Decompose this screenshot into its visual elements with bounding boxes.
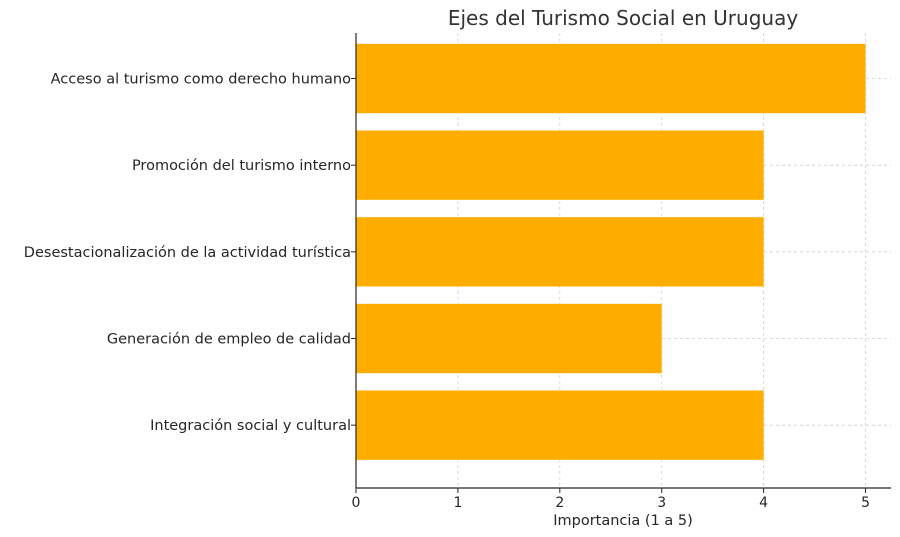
tick-labels: 0 1 2 3 4 5 Acceso al turismo como derecho hum… [24,72,870,512]
category-label: Desestacionalización de la actividad tur… [24,245,351,261]
bar [356,130,764,200]
category-label: Promoción del turismo interno [132,158,351,174]
axes [351,33,891,493]
category-label: Acceso al turismo como derecho humano [51,72,351,88]
x-tick-label: 2 [555,495,564,511]
bar [356,43,866,114]
category-label: Generación de empleo de calidad [107,332,351,348]
x-tick-label: 1 [453,495,462,511]
category-label: Integración social y cultural [150,418,351,434]
bar [356,217,764,287]
x-tick-label: 4 [759,495,768,511]
x-tick-label: 3 [657,495,666,511]
x-axis-label: Importancia (1 a 5) [553,513,693,529]
bar [356,390,764,460]
bar [356,303,662,374]
x-tick-label: 5 [861,495,870,511]
x-tick-label: 0 [352,495,361,511]
chart-title: Ejes del Turismo Social en Uruguay [448,6,798,30]
bars [356,43,866,460]
